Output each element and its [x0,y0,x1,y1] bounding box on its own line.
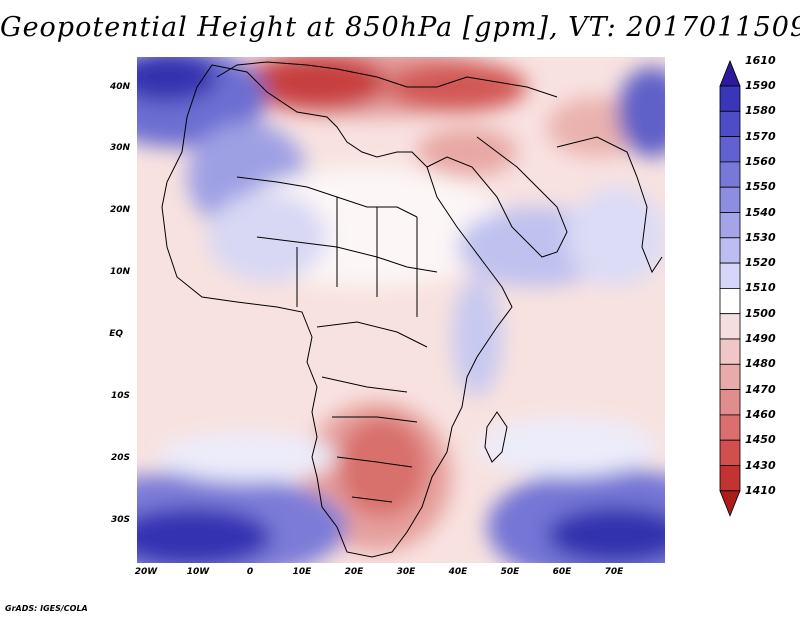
y-axis-label: 30S [110,515,130,525]
colorbar [719,59,741,517]
map-plot [137,57,665,563]
colorbar-label: 1490 [745,332,776,345]
colorbar-swatch [719,237,741,264]
coastlines [161,61,663,558]
map-title: Geopotential Height at 850hPa [gpm], VT:… [0,12,800,43]
colorbar-swatch [719,338,741,365]
colorbar-swatch [719,439,741,466]
x-axis-label: 60E [552,567,572,577]
country-border [316,321,428,503]
y-axis-label: 10N [109,267,130,277]
colorbar-label: 1540 [745,205,776,219]
country-border [256,236,438,273]
colorbar-label: 1430 [745,458,776,472]
x-axis-label: 20W [134,567,158,577]
colorbar-swatch [719,161,741,188]
colorbar-swatch [719,363,741,390]
madagascar-coastline [484,411,508,463]
y-axis-label: 40N [109,82,130,92]
height-field [137,57,665,563]
map-frame [137,57,665,563]
colorbar-label: 1580 [745,104,776,118]
africa-coastline [161,64,513,558]
europe-coastline [216,61,558,98]
colorbar-label: 1520 [745,256,776,270]
colorbar-swatch [719,136,741,163]
colorbar-label: 1450 [745,433,776,447]
colorbar-label: 1480 [745,357,776,371]
credit-text: GrADS: IGES/COLA [5,604,88,613]
colorbar-swatch [719,414,741,441]
colorbar-label: 1570 [745,129,776,143]
colorbar-swatch [719,465,741,492]
y-axis-label: EQ [109,329,123,339]
colorbar-label: 1590 [745,79,776,92]
x-axis-label: 70E [604,567,624,577]
arabia-coastline [426,136,568,258]
colorbar-label: 1510 [745,281,776,295]
country-border [296,197,418,317]
x-axis-label: 40E [448,567,468,577]
colorbar-label: 1610 [745,53,776,67]
colorbar-swatch [719,389,741,416]
asia-coastline [556,136,663,274]
x-axis-label: 0 [246,567,254,577]
x-axis-label: 20E [344,567,364,577]
y-axis-label: 30N [109,143,130,153]
colorbar-swatch [719,262,741,289]
colorbar-label: 1470 [745,382,776,396]
colorbar-label: 1410 [745,483,776,497]
x-axis-label: 30E [396,567,416,577]
colorbar-swatch [719,110,741,137]
x-axis-label: 10E [292,567,312,577]
colorbar-label: 1550 [745,180,776,194]
x-axis-label: 50E [500,567,520,577]
colorbar-top-arrow [719,59,741,87]
y-axis-label: 10S [110,391,130,401]
y-axis-label: 20S [110,453,130,463]
x-axis-label: 10W [186,567,210,577]
colorbar-label: 1530 [745,230,776,244]
colorbar-swatch [719,313,741,340]
colorbar-swatch [719,287,741,315]
colorbar-label: 1460 [745,407,776,421]
colorbar-swatch [719,186,741,213]
colorbar-swatch [719,85,741,112]
colorbar-label: 1560 [745,154,776,168]
colorbar-label: 1500 [745,306,776,320]
colorbar-swatch [719,212,741,239]
colorbar-bottom-arrow [719,490,741,517]
y-axis-label: 20N [109,205,130,215]
